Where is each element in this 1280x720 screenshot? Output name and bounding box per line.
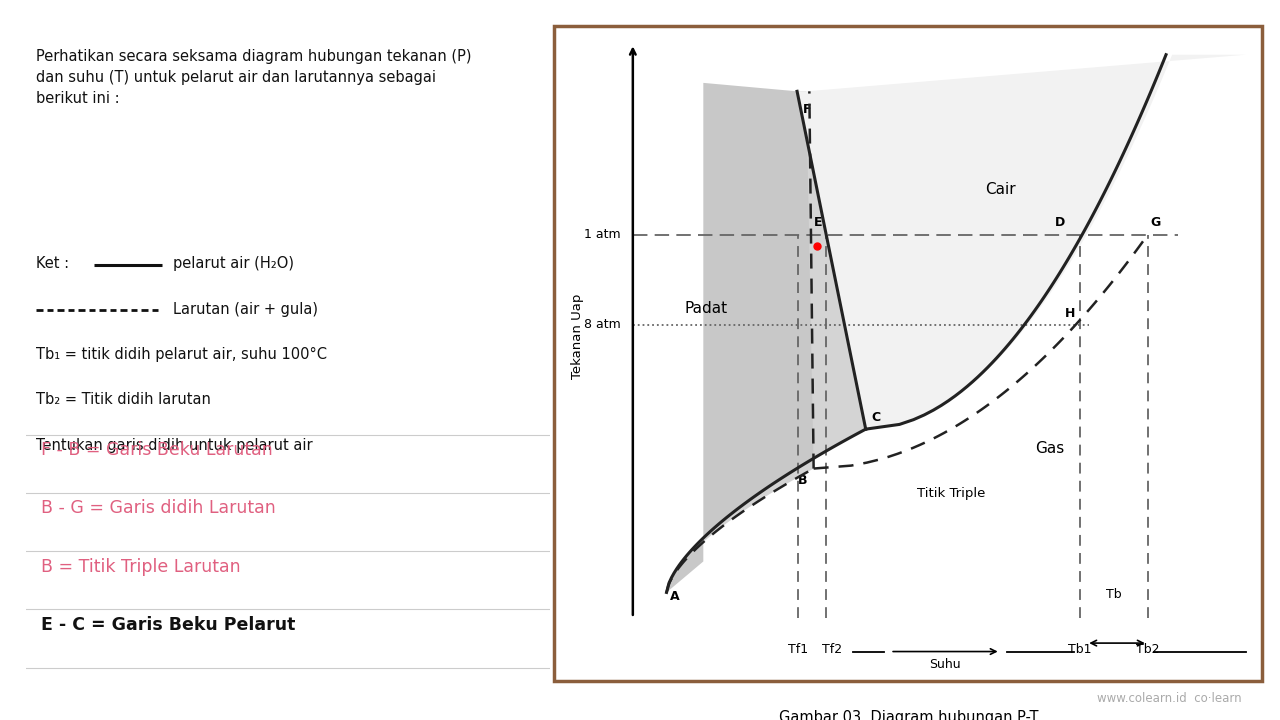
Text: Tentukan garis didih untuk pelarut air: Tentukan garis didih untuk pelarut air xyxy=(36,438,312,453)
Text: A: A xyxy=(669,590,680,603)
Text: B = Titik Triple Larutan: B = Titik Triple Larutan xyxy=(41,557,241,576)
Text: Tb₂ = Titik didih larutan: Tb₂ = Titik didih larutan xyxy=(36,392,211,408)
Text: B - G = Garis didih Larutan: B - G = Garis didih Larutan xyxy=(41,500,276,517)
Text: Tb2: Tb2 xyxy=(1135,643,1160,656)
Text: Gas: Gas xyxy=(1036,441,1064,456)
Text: Larutan (air + gula): Larutan (air + gula) xyxy=(173,302,317,317)
Text: pelarut air (H₂O): pelarut air (H₂O) xyxy=(173,256,293,271)
FancyBboxPatch shape xyxy=(554,26,1262,680)
Polygon shape xyxy=(667,91,865,593)
Text: D: D xyxy=(1055,216,1065,229)
Text: Padat: Padat xyxy=(685,300,728,315)
Text: Gambar 03. Diagram hubungan P-T: Gambar 03. Diagram hubungan P-T xyxy=(780,711,1038,720)
Text: Cair: Cair xyxy=(986,182,1016,197)
Polygon shape xyxy=(797,55,1245,429)
Text: F - B = Garis Beku Larutan: F - B = Garis Beku Larutan xyxy=(41,441,273,459)
Text: G: G xyxy=(1151,216,1161,229)
Text: E - C = Garis Beku Pelarut: E - C = Garis Beku Pelarut xyxy=(41,616,296,634)
Text: Ket :: Ket : xyxy=(36,256,74,271)
Text: Perhatikan secara seksama diagram hubungan tekanan (P)
dan suhu (T) untuk pelaru: Perhatikan secara seksama diagram hubung… xyxy=(36,49,471,106)
Text: Tekanan Uap: Tekanan Uap xyxy=(571,294,584,379)
Text: F: F xyxy=(804,102,812,116)
Text: Tf1: Tf1 xyxy=(788,643,809,656)
Text: B: B xyxy=(797,474,808,487)
Polygon shape xyxy=(667,83,865,593)
Text: Tb1: Tb1 xyxy=(1069,643,1092,656)
Text: Tb₁ = titik didih pelarut air, suhu 100°C: Tb₁ = titik didih pelarut air, suhu 100°… xyxy=(36,347,328,362)
Text: H: H xyxy=(1065,307,1075,320)
Text: 1 atm: 1 atm xyxy=(584,228,621,241)
Text: E: E xyxy=(814,216,822,229)
Text: Titik Triple: Titik Triple xyxy=(918,487,986,500)
Text: www.colearn.id  co·learn: www.colearn.id co·learn xyxy=(1097,692,1242,705)
Text: Suhu: Suhu xyxy=(929,658,961,671)
Text: Tb: Tb xyxy=(1106,588,1121,601)
Text: Tf2: Tf2 xyxy=(822,643,842,656)
Text: 8 atm: 8 atm xyxy=(584,318,621,331)
Text: C: C xyxy=(872,410,881,423)
